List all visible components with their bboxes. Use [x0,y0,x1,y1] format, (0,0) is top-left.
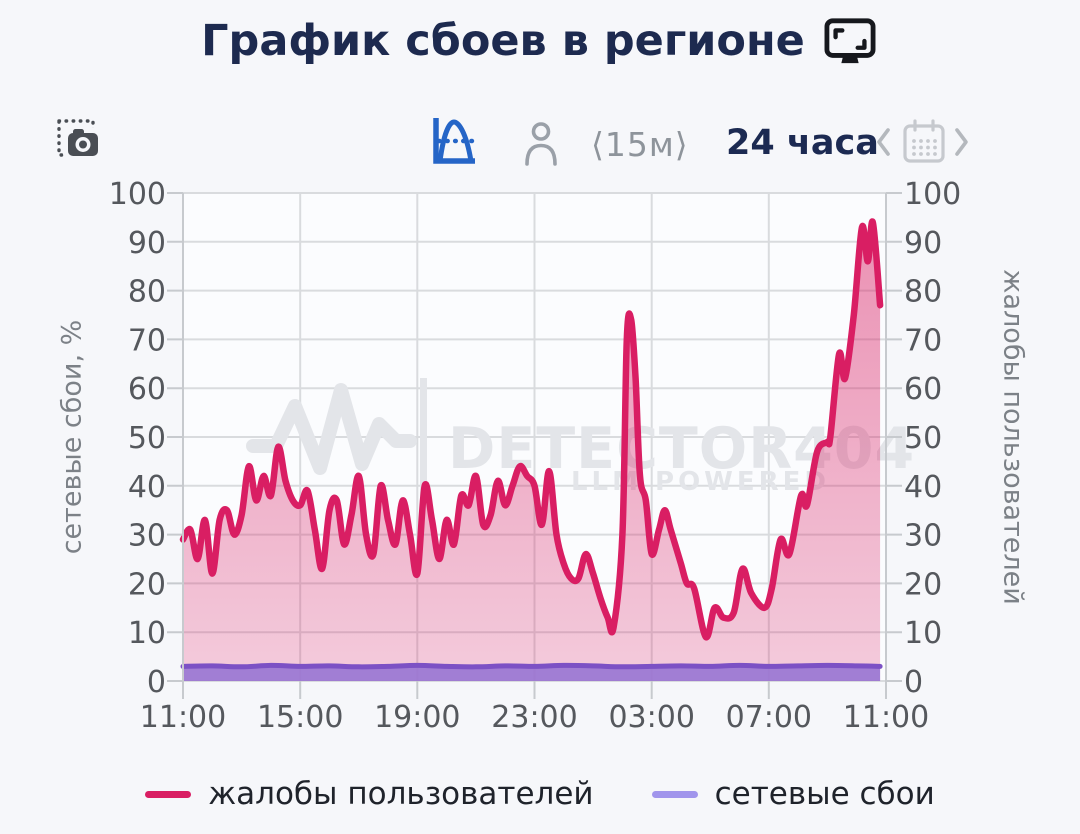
y-tick-label-right: 70 [904,323,942,358]
y-tick-label-right: 80 [904,275,942,310]
axis-ticks [167,192,902,699]
y-tick-label-left: 10 [128,616,166,651]
x-tick-label: 19:00 [374,700,460,735]
camera-screenshot-icon [57,119,102,161]
legend-swatch-complaints [145,790,192,798]
legend-item-network[interactable]: сетевые сбои [651,776,935,812]
interval-selector[interactable]: ⟨15м⟩ [591,125,689,164]
distribution-curve-icon [433,118,477,164]
legend-item-complaints[interactable]: жалобы пользователей [145,776,594,812]
y-tick-label-right: 50 [904,421,942,456]
y-tick-label-right: 60 [904,372,942,407]
legend-label-network: сетевые сбои [714,776,935,812]
y-tick-label-right: 100 [904,177,961,212]
y-tick-label-left: 80 [128,275,166,310]
x-tick-label: 07:00 [726,700,812,735]
calendar-icon [903,119,945,163]
calendar-button[interactable] [901,118,947,166]
y-tick-label-left: 40 [128,470,166,505]
left-axis-title: сетевые сбои, % [56,319,88,555]
y-tick-label-left: 70 [128,323,166,358]
time-range-label[interactable]: 24 часа [726,123,879,163]
right-axis-title: жалобы пользователей [997,269,1029,605]
y-tick-label-right: 10 [904,616,942,651]
network-line [180,662,883,670]
pulse-line-icon [246,383,417,475]
y-tick-label-right: 40 [904,470,942,505]
person-icon [525,122,557,166]
chart-plot-area[interactable] [183,193,886,681]
monitor-icon [824,18,876,64]
x-tick-label: 11:00 [843,700,929,735]
x-tick-label: 03:00 [608,700,694,735]
y-tick-label-left: 100 [109,177,166,212]
x-tick-label: 11:00 [140,700,226,735]
y-tick-label-right: 20 [904,567,942,602]
watermark-tagline: LLM POWERED [571,467,830,497]
chevron-right-icon [955,128,968,156]
legend: жалобы пользователей сетевые сбои [0,776,1080,812]
chevron-left-icon [877,128,890,156]
y-tick-label-left: 60 [128,372,166,407]
screenshot-button[interactable] [56,114,102,162]
legend-swatch-network [651,790,698,798]
y-tick-label-left: 30 [128,519,166,554]
y-tick-label-left: 90 [128,226,166,261]
calendar-next-button[interactable] [953,126,971,158]
x-tick-label: 15:00 [257,700,343,735]
y-tick-label-right: 30 [904,519,942,554]
calendar-prev-button[interactable] [874,126,892,158]
x-tick-label: 23:00 [491,700,577,735]
page-title-row: График сбоев в регионе [0,16,1080,66]
y-tick-label-left: 20 [128,567,166,602]
y-tick-label-left: 0 [147,665,166,700]
y-tick-label-right: 0 [904,665,923,700]
complaints-area [183,221,881,681]
page-title: График сбоев в регионе [201,16,805,66]
y-tick-label-left: 50 [128,421,166,456]
user-button[interactable] [521,119,561,167]
y-tick-label-right: 90 [904,226,942,261]
complaints-line [179,218,884,641]
chart-type-button[interactable] [428,111,480,171]
legend-label-complaints: жалобы пользователей [208,776,594,812]
watermark-divider [420,378,427,502]
